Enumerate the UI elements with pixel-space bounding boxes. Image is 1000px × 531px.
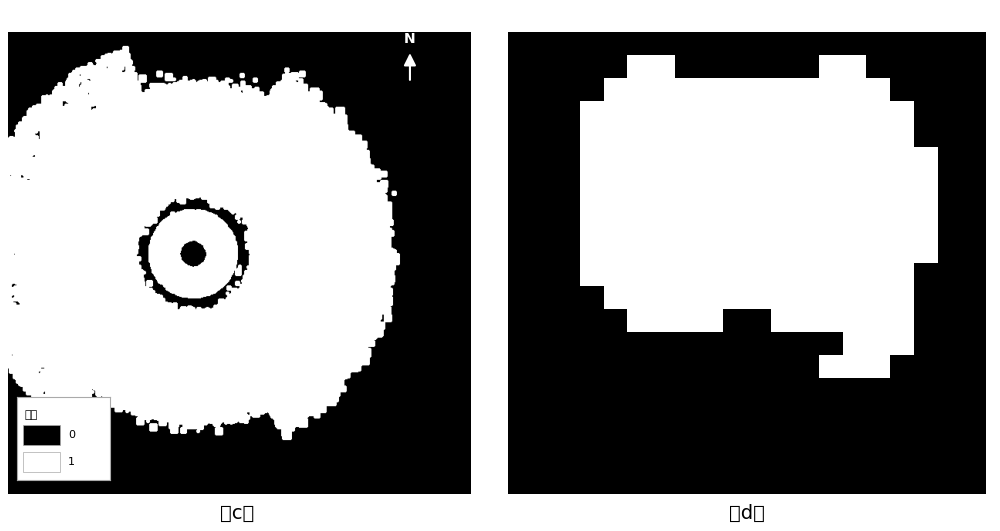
Text: （c）: （c）	[220, 504, 254, 523]
Text: （d）: （d）	[729, 504, 765, 523]
Text: N: N	[404, 32, 416, 46]
